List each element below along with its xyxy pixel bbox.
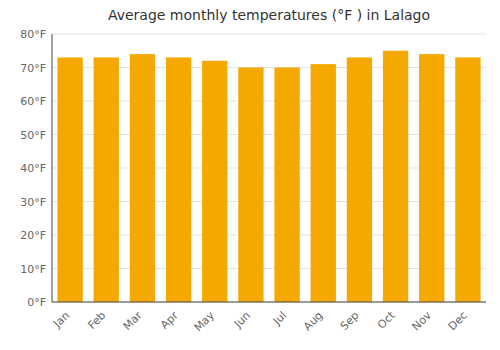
x-tick-label: Dec — [446, 309, 470, 333]
y-tick-label: 60°F — [20, 95, 46, 108]
bar — [238, 68, 263, 303]
grid-line — [52, 302, 486, 303]
chart-container: Average monthly temperatures (°F ) in La… — [0, 0, 500, 350]
bars — [57, 51, 480, 302]
x-tick-label: Feb — [85, 309, 108, 332]
x-tick-label: Jul — [270, 309, 289, 328]
bar — [311, 64, 336, 302]
bar — [383, 51, 408, 302]
bar — [166, 57, 191, 302]
y-tick-label: 0°F — [27, 296, 46, 309]
y-axis-line — [52, 34, 53, 302]
bar — [455, 57, 480, 302]
grid-line — [52, 34, 486, 35]
x-tick-label: Jun — [231, 309, 253, 331]
bar — [57, 57, 82, 302]
bar — [419, 54, 444, 302]
y-tick-label: 20°F — [20, 229, 46, 242]
bar — [274, 68, 299, 303]
x-tick-label: Sep — [338, 309, 362, 333]
y-axis: 0°F 10°F 20°F 30°F 40°F 50°F 60°F 70°F 80°F — [20, 28, 46, 309]
x-tick-label: Oct — [375, 308, 398, 331]
bar — [202, 61, 227, 302]
y-tick-label: 10°F — [20, 263, 46, 276]
bar — [130, 54, 155, 302]
y-tick-label: 70°F — [20, 62, 46, 75]
x-axis-line — [52, 302, 486, 303]
chart-title: Average monthly temperatures (°F ) in La… — [108, 7, 430, 23]
grid — [52, 34, 486, 302]
x-tick-label: Apr — [158, 309, 181, 332]
y-tick-label: 30°F — [20, 196, 46, 209]
y-tick-label: 40°F — [20, 162, 46, 175]
x-axis: Jan Feb Mar Apr May Jun Jul Aug Sep Oct Nov Dec — [50, 308, 470, 334]
y-tick-label: 80°F — [20, 28, 46, 41]
bar — [94, 57, 119, 302]
bar — [347, 57, 372, 302]
chart-svg: Average monthly temperatures (°F ) in La… — [0, 0, 500, 350]
y-tick-label: 50°F — [20, 129, 46, 142]
x-tick-label: May — [192, 309, 218, 335]
x-tick-label: Jan — [50, 309, 72, 331]
x-tick-label: Mar — [121, 309, 145, 333]
x-tick-label: Aug — [301, 309, 325, 333]
x-tick-label: Nov — [409, 309, 434, 334]
